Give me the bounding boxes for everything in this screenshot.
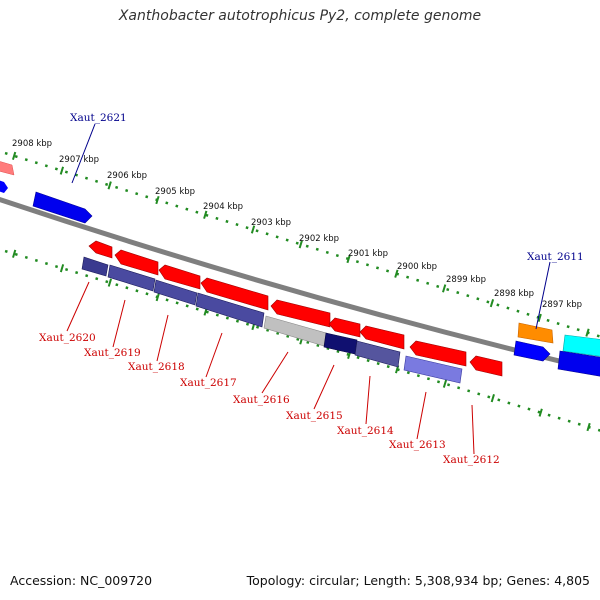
scale-tick xyxy=(12,249,17,258)
tick-label: 2901 kbp xyxy=(348,249,388,259)
tick-label: 2903 kbp xyxy=(251,218,291,228)
gene-label-xaut-2612[interactable]: Xaut_2612 xyxy=(443,454,500,466)
gene-arrow-xaut-2615[interactable] xyxy=(328,317,361,338)
leader-xaut-2616 xyxy=(261,351,289,394)
scale-tick xyxy=(155,195,160,205)
scale-tick xyxy=(586,422,591,432)
scale-tick xyxy=(442,379,448,388)
outer-strand-features xyxy=(0,160,600,377)
scale-tick xyxy=(11,151,17,161)
tick-label: 2898 kbp xyxy=(494,289,534,299)
accession-text: Accession: NC_009720 xyxy=(10,573,153,588)
scale-tick xyxy=(203,210,208,219)
scale-tick xyxy=(585,328,590,337)
protein-bar[interactable] xyxy=(81,256,109,277)
leader-xaut-2615 xyxy=(313,364,335,410)
tick-label: 2897 kbp xyxy=(542,300,582,310)
scale-tick xyxy=(489,299,495,308)
gene-arrow-cyan[interactable] xyxy=(562,334,600,357)
scale-tick xyxy=(538,408,543,417)
scale-tick-labels: 2908 kbp 2907 kbp 2906 kbp 2905 kbp 2904… xyxy=(12,139,582,310)
gene-arrow-xaut-2618[interactable] xyxy=(158,264,201,290)
scale-tick xyxy=(442,284,447,293)
gene-arrow-blue-right[interactable] xyxy=(513,340,551,362)
protein-bar[interactable] xyxy=(153,279,198,306)
protein-bar-navy[interactable] xyxy=(323,332,358,355)
inner-scale-track xyxy=(0,248,600,432)
protein-bar[interactable] xyxy=(354,340,401,368)
scale-tick xyxy=(537,313,542,322)
gene-label-xaut-2613[interactable]: Xaut_2613 xyxy=(389,439,446,451)
label-leader-lines xyxy=(66,123,551,455)
gene-labels: Xaut_2621 Xaut_2611 Xaut_2620 Xaut_2619 … xyxy=(39,112,584,466)
scale-tick xyxy=(59,264,65,273)
outer-scale-ticks xyxy=(11,151,590,337)
gene-arrow-xaut-2617[interactable] xyxy=(200,277,269,311)
scale-tick xyxy=(59,166,65,175)
inner-scale-ticks xyxy=(12,249,591,432)
gene-arrow-pink[interactable] xyxy=(0,160,15,176)
gene-label-xaut-2618[interactable]: Xaut_2618 xyxy=(128,361,185,373)
gene-arrow-xaut-2621[interactable] xyxy=(32,191,93,224)
gene-label-xaut-2619[interactable]: Xaut_2619 xyxy=(84,347,141,359)
gene-label-xaut-2611[interactable]: Xaut_2611 xyxy=(527,251,584,263)
leader-xaut-2621 xyxy=(71,123,96,184)
scale-tick xyxy=(107,278,112,287)
gene-arrow-xaut-2611-orange[interactable] xyxy=(517,322,554,344)
tick-label: 2899 kbp xyxy=(446,275,486,285)
leader-xaut-2619 xyxy=(112,299,126,348)
tick-label: 2902 kbp xyxy=(299,234,339,244)
gene-label-xaut-2621[interactable]: Xaut_2621 xyxy=(70,112,127,124)
tick-label: 2906 kbp xyxy=(107,171,147,181)
leader-xaut-2617 xyxy=(205,332,223,378)
tick-label: 2900 kbp xyxy=(397,262,437,272)
gene-label-xaut-2616[interactable]: Xaut_2616 xyxy=(233,394,290,406)
leader-xaut-2614 xyxy=(365,375,371,425)
protein-bar-light[interactable] xyxy=(403,355,463,384)
scale-tick xyxy=(490,394,495,403)
scale-tick xyxy=(155,292,160,302)
gene-label-xaut-2620[interactable]: Xaut_2620 xyxy=(39,332,96,344)
tick-label: 2907 kbp xyxy=(59,155,99,165)
gene-arrow-xaut-2616[interactable] xyxy=(270,299,331,328)
scale-tick xyxy=(346,254,351,264)
scale-tick xyxy=(107,181,112,190)
genome-summary-text: Topology: circular; Length: 5,308,934 bp… xyxy=(246,573,590,588)
scale-tick xyxy=(394,269,399,278)
gene-arrow-xaut-2613[interactable] xyxy=(409,340,467,367)
tick-label: 2908 kbp xyxy=(12,139,52,149)
genome-backbone xyxy=(0,197,600,374)
tick-label: 2905 kbp xyxy=(155,187,195,197)
map-title: Xanthobacter autotrophicus Py2, complete… xyxy=(118,8,482,24)
leader-xaut-2613 xyxy=(416,391,427,440)
outer-scale-track xyxy=(0,150,600,338)
gene-arrow-blue-edge[interactable] xyxy=(557,350,600,377)
gene-label-xaut-2614[interactable]: Xaut_2614 xyxy=(337,425,394,437)
protein-bar[interactable] xyxy=(195,292,265,328)
scale-tick xyxy=(298,240,303,249)
gene-arrow-xaut-2612[interactable] xyxy=(469,355,503,377)
gene-arrow-xaut-2614[interactable] xyxy=(359,325,405,350)
scale-tick xyxy=(250,225,256,234)
leader-xaut-2618 xyxy=(156,314,169,362)
leader-xaut-2620 xyxy=(66,281,90,332)
gene-label-xaut-2617[interactable]: Xaut_2617 xyxy=(180,377,237,389)
gene-arrow-blue-small[interactable] xyxy=(0,179,8,193)
gene-arrow-xaut-2620[interactable] xyxy=(88,240,113,259)
gene-label-xaut-2615[interactable]: Xaut_2615 xyxy=(286,410,343,422)
protein-bar[interactable] xyxy=(107,264,156,292)
inner-strand-features xyxy=(81,240,503,384)
gene-arrow-xaut-2619[interactable] xyxy=(114,249,159,276)
tick-label: 2904 kbp xyxy=(203,202,243,212)
leader-xaut-2611 xyxy=(535,261,551,330)
leader-xaut-2612 xyxy=(471,404,475,455)
